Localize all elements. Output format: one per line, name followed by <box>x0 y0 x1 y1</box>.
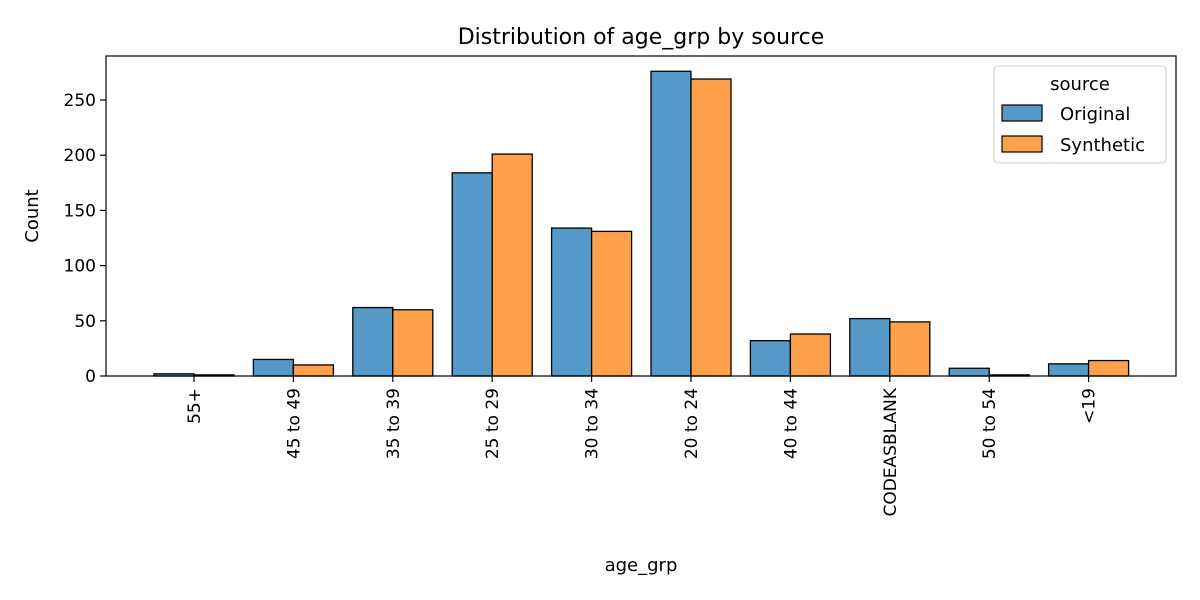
legend-label-synthetic: Synthetic <box>1060 135 1145 156</box>
bar-original-3 <box>451 172 493 377</box>
bar-original-7 <box>849 317 891 377</box>
x-tick-label: 25 to 29 <box>483 388 503 459</box>
bar-synthetic-4 <box>590 230 633 377</box>
bar-synthetic-6 <box>789 333 832 377</box>
x-tick-label: CODEASBLANK <box>881 387 901 516</box>
legend: source Original Synthetic <box>993 65 1167 164</box>
legend-label-original: Original <box>1060 104 1130 125</box>
x-tick-label: 55+ <box>185 388 205 424</box>
x-tick-label: 40 to 44 <box>781 388 801 459</box>
chart-title: Distribution of age_grp by source <box>458 25 825 50</box>
bar-synthetic-2 <box>392 309 434 377</box>
legend-title: source <box>1050 74 1110 95</box>
legend-swatch-synthetic <box>1001 135 1043 153</box>
bar-original-4 <box>550 227 593 377</box>
bar-original-8 <box>948 367 990 377</box>
x-tick-label: <19 <box>1080 388 1100 424</box>
bar-original-9 <box>1047 363 1090 377</box>
x-axis-label: age_grp <box>605 555 678 576</box>
y-tick-label: 250 <box>64 91 96 111</box>
bar-group <box>153 70 1130 377</box>
bar-original-6 <box>749 340 792 377</box>
x-tick-label: 50 to 54 <box>980 388 1000 459</box>
bar-synthetic-1 <box>292 364 335 377</box>
x-tick-label: 20 to 24 <box>682 388 702 459</box>
y-tick-label: 0 <box>85 367 96 387</box>
y-tick-label: 150 <box>64 201 96 221</box>
legend-swatch-original <box>1001 104 1043 122</box>
y-tick-label: 200 <box>64 146 96 166</box>
y-tick-label: 100 <box>64 257 96 277</box>
bar-original-2 <box>352 306 394 377</box>
y-tick-label: 50 <box>74 312 96 332</box>
x-tick-label: 30 to 34 <box>583 388 603 459</box>
bar-synthetic-5 <box>690 78 732 377</box>
x-tick-label: 45 to 49 <box>284 388 304 459</box>
y-axis: 0 50 100 150 200 250 <box>64 91 106 387</box>
x-axis: 55+ 45 to 49 35 to 39 25 to 29 30 to 34 20 to… <box>185 376 1100 517</box>
plot-frame <box>105 55 1177 377</box>
bar-synthetic-7 <box>889 321 931 377</box>
bar-synthetic-3 <box>491 153 533 377</box>
bar-original-5 <box>650 70 692 377</box>
y-axis-label: Count <box>22 189 43 242</box>
bar-synthetic-9 <box>1087 359 1130 377</box>
x-tick-label: 35 to 39 <box>384 388 404 459</box>
bar-original-1 <box>252 358 295 377</box>
